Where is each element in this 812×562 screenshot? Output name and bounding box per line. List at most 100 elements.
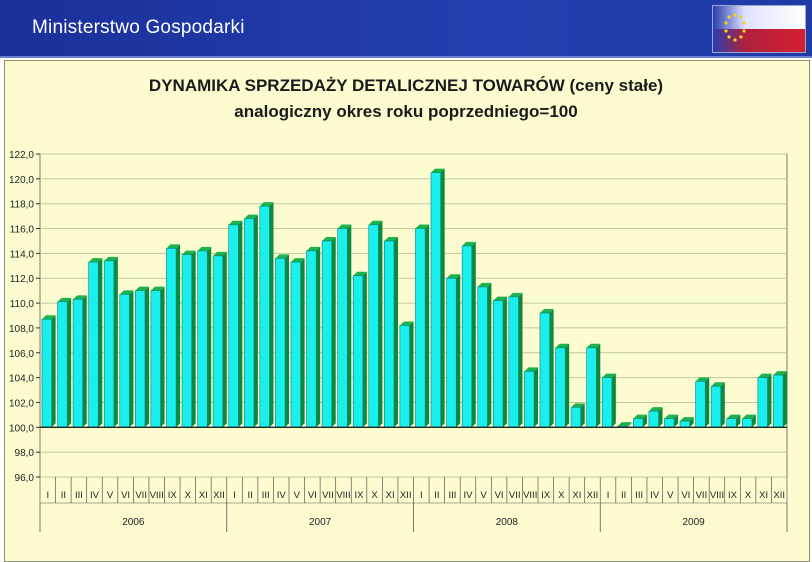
bar-top xyxy=(166,244,181,249)
bar-top xyxy=(524,367,539,372)
bar-side xyxy=(222,251,227,428)
y-tick-label: 112,0 xyxy=(10,274,35,285)
bar xyxy=(524,371,535,428)
x-tick-label: VIII xyxy=(710,490,724,501)
bar-top xyxy=(680,417,694,422)
bar-side xyxy=(113,256,118,428)
x-tick-label: IX xyxy=(355,490,365,501)
bar-side xyxy=(67,297,72,428)
bar-top xyxy=(88,258,103,263)
bar-side xyxy=(316,246,321,428)
bar-side xyxy=(705,377,710,428)
year-label: 2008 xyxy=(496,517,519,528)
bar-top xyxy=(259,202,274,207)
x-tick-label: IV xyxy=(650,490,660,501)
bar-side xyxy=(51,315,56,428)
bar-side xyxy=(347,224,352,428)
bar xyxy=(243,218,255,428)
bar xyxy=(103,260,115,428)
bar xyxy=(384,240,395,428)
x-tick-label: VIII xyxy=(523,490,537,501)
bar-top xyxy=(337,224,352,229)
y-tick-label: 120,0 xyxy=(9,175,34,186)
bar xyxy=(399,325,410,428)
bar-side xyxy=(580,403,585,428)
bar-top xyxy=(462,241,476,246)
bar xyxy=(601,377,613,428)
bar-top xyxy=(493,296,507,301)
bar xyxy=(664,418,675,428)
x-tick-label: IX xyxy=(541,490,551,501)
x-tick-label: III xyxy=(262,490,270,501)
x-tick-label: VI xyxy=(681,490,690,501)
year-label: 2006 xyxy=(122,517,145,528)
bar xyxy=(228,224,239,428)
bar xyxy=(259,205,270,428)
bar xyxy=(41,318,52,428)
bar-top xyxy=(773,371,788,376)
x-tick-label: VII xyxy=(135,490,147,501)
bar xyxy=(726,418,737,428)
bar xyxy=(633,418,644,428)
x-tick-label: VIII xyxy=(336,490,350,501)
bar-top xyxy=(664,414,679,419)
bar-side xyxy=(596,343,601,428)
x-tick-label: IV xyxy=(90,490,100,501)
bar xyxy=(197,250,208,428)
bar-top xyxy=(197,246,212,251)
x-tick-label: III xyxy=(75,490,83,501)
x-tick-label: V xyxy=(107,490,114,501)
bar-side xyxy=(129,290,134,428)
chart-subtitle: analogiczny okres roku poprzedniego=100 xyxy=(234,102,578,121)
x-tick-label: XI xyxy=(199,490,208,501)
bar-side xyxy=(674,414,679,428)
bar xyxy=(446,277,457,428)
bar-top xyxy=(633,414,647,419)
y-tick-label: 106,0 xyxy=(9,349,34,360)
x-tick-label: IV xyxy=(277,490,287,501)
y-tick-label: 110,0 xyxy=(10,299,35,310)
x-tick-label: II xyxy=(61,490,66,501)
bar xyxy=(166,248,177,428)
bar-top xyxy=(711,382,725,387)
bar xyxy=(275,258,286,428)
bar-side xyxy=(720,382,725,428)
bar-top xyxy=(477,282,492,287)
bar xyxy=(57,301,68,428)
y-tick-label: 122,0 xyxy=(9,150,34,161)
bar xyxy=(290,261,301,428)
bar xyxy=(539,312,550,428)
bar-top xyxy=(555,343,570,348)
y-tick-label: 108,0 xyxy=(9,324,34,335)
bar xyxy=(212,255,224,428)
bar-top xyxy=(399,321,414,326)
bar xyxy=(710,386,722,428)
x-tick-label: VII xyxy=(509,490,521,501)
bar xyxy=(368,224,379,428)
x-tick-label: IX xyxy=(168,490,178,501)
bar-side xyxy=(751,414,756,428)
bar-top xyxy=(73,295,87,300)
x-tick-label: XII xyxy=(213,490,225,501)
bar-side xyxy=(487,282,492,428)
bar-top xyxy=(41,315,56,320)
bar-side xyxy=(471,241,476,428)
eu-poland-flag-icon xyxy=(712,5,806,53)
bar xyxy=(337,228,348,428)
x-tick-label: XI xyxy=(572,490,581,501)
bar xyxy=(586,347,597,428)
bar-side xyxy=(456,274,461,428)
bar-side xyxy=(378,220,383,428)
bar xyxy=(461,245,473,428)
x-tick-label: II xyxy=(434,490,439,501)
x-tick-label: VII xyxy=(696,490,708,501)
x-tick-label: V xyxy=(667,490,674,501)
bar-side xyxy=(160,286,165,428)
y-tick-label: 100,0 xyxy=(9,423,34,434)
x-tick-label: VI xyxy=(495,490,504,501)
bar-top xyxy=(322,236,336,241)
x-tick-label: I xyxy=(233,490,236,501)
y-tick-label: 118,0 xyxy=(10,200,35,211)
x-tick-label: II xyxy=(621,490,626,501)
x-tick-label: XII xyxy=(400,490,412,501)
